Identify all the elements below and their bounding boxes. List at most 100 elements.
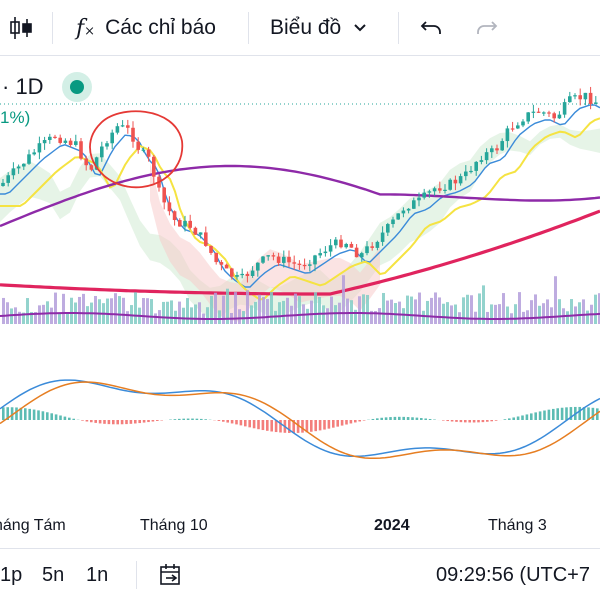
macd-histogram-bar xyxy=(530,413,533,420)
volume-bar xyxy=(354,310,357,324)
candle xyxy=(402,211,406,214)
candle xyxy=(17,167,21,169)
volume-bar xyxy=(490,304,493,324)
candle xyxy=(53,137,57,138)
range-1p-button[interactable]: 1p xyxy=(0,549,22,601)
macd-histogram-bar xyxy=(398,417,401,420)
candle xyxy=(79,141,83,158)
macd-histogram-bar xyxy=(534,412,537,420)
volume-bar xyxy=(378,308,381,324)
volume-bar xyxy=(6,302,9,324)
range-5n-button[interactable]: 5n xyxy=(42,549,64,601)
macd-histogram-bar xyxy=(446,420,449,421)
macd-histogram-bar xyxy=(226,420,229,423)
chevron-down-icon xyxy=(353,21,367,35)
volume-bar xyxy=(466,295,469,324)
volume-bar xyxy=(162,302,165,324)
volume-bar xyxy=(538,306,541,324)
macd-histogram-bar xyxy=(103,420,106,424)
macd-histogram-bar xyxy=(468,420,471,422)
volume-bar xyxy=(446,302,449,324)
macd-histogram-bar xyxy=(28,409,31,420)
candle xyxy=(355,248,359,258)
candle xyxy=(506,128,510,141)
candle xyxy=(391,220,395,225)
timeframe-label[interactable]: · 1D xyxy=(2,74,44,100)
indicators-button[interactable]: f× Các chỉ báo xyxy=(76,0,216,56)
candle xyxy=(220,262,224,265)
candle xyxy=(386,224,390,233)
candle xyxy=(485,152,489,160)
candle xyxy=(1,183,5,186)
candle xyxy=(12,168,16,175)
macd-histogram-bar xyxy=(420,418,423,420)
volume-bar xyxy=(346,299,349,324)
redo-icon[interactable] xyxy=(474,0,498,56)
macd-histogram-bar xyxy=(512,417,515,420)
macd-histogram-bar xyxy=(552,409,555,420)
macd-histogram-bar xyxy=(451,420,454,421)
macd-histogram-bar xyxy=(182,419,185,420)
volume-bar xyxy=(142,298,145,324)
top-toolbar: f× Các chỉ báo Biểu đồ xyxy=(0,0,600,56)
volume-bar xyxy=(26,298,29,324)
candle xyxy=(313,255,317,264)
candle xyxy=(396,213,400,219)
candle xyxy=(261,256,265,262)
candle xyxy=(303,265,307,266)
macd-histogram-bar xyxy=(99,420,102,423)
volume-bar xyxy=(358,296,361,324)
macd-histogram-bar xyxy=(37,410,40,420)
candle xyxy=(199,232,203,234)
candle xyxy=(521,121,525,125)
candle xyxy=(225,265,229,269)
candle xyxy=(6,175,10,183)
candle xyxy=(240,274,244,275)
volume-bar xyxy=(390,300,393,324)
volume-bar xyxy=(514,304,517,324)
macd-histogram-bar xyxy=(336,420,339,427)
candle xyxy=(542,112,546,113)
candle xyxy=(459,176,463,183)
volume-bar xyxy=(2,298,5,324)
volume-bar xyxy=(422,311,425,324)
macd-line xyxy=(0,380,600,456)
range-1n-button[interactable]: 1n xyxy=(86,549,108,601)
macd-histogram-bar xyxy=(328,420,331,429)
macd-histogram-bar xyxy=(262,420,265,430)
macd-histogram-bar xyxy=(138,420,141,423)
macd-histogram-bar xyxy=(548,410,551,420)
undo-icon[interactable] xyxy=(420,0,444,56)
clock-timezone[interactable]: 09:29:56 (UTC+7 xyxy=(436,549,590,601)
chart-type-button[interactable]: Biểu đồ xyxy=(270,0,367,56)
candle xyxy=(162,188,166,203)
candle xyxy=(568,96,572,102)
macd-histogram-bar xyxy=(270,420,273,431)
candle xyxy=(292,262,296,263)
candle xyxy=(152,157,156,177)
candle xyxy=(246,274,250,276)
volume-bar xyxy=(398,302,401,324)
candle xyxy=(90,165,94,170)
macd-histogram-bar xyxy=(108,420,111,424)
candle xyxy=(417,198,421,201)
volume-bar xyxy=(266,299,269,324)
volume-bar xyxy=(342,275,345,324)
volume-bar xyxy=(150,299,153,324)
candle xyxy=(532,112,536,113)
macd-histogram-bar xyxy=(310,420,313,432)
candle xyxy=(105,143,109,146)
candle-icon[interactable] xyxy=(8,0,34,56)
macd-histogram-bar xyxy=(504,419,507,420)
candle xyxy=(27,154,31,163)
go-to-date-icon[interactable] xyxy=(158,549,184,601)
volume-bar xyxy=(594,295,597,324)
macd-histogram-bar xyxy=(332,420,335,428)
volume-bar xyxy=(110,298,113,324)
volume-bar xyxy=(534,294,537,324)
candle xyxy=(490,148,494,152)
macd-histogram-bar xyxy=(244,420,247,426)
macd-histogram-bar xyxy=(495,420,498,421)
macd-histogram-bar xyxy=(222,420,225,422)
